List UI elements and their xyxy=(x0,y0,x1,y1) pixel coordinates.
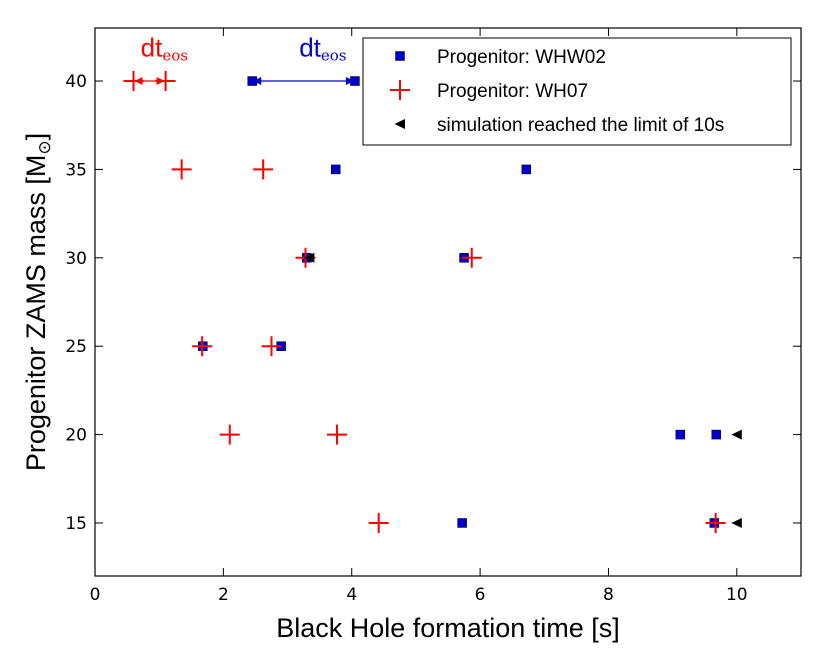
data-point-plus xyxy=(261,336,282,357)
data-point-plus xyxy=(705,512,726,533)
data-point-square xyxy=(330,164,341,175)
legend-entry-label: simulation reached the limit of 10s xyxy=(437,115,724,136)
legend-entry-label: Progenitor: WHW02 xyxy=(437,47,606,68)
dt-arrow-head-left xyxy=(134,77,143,86)
data-point-square xyxy=(521,164,532,175)
legend-marker-plus xyxy=(390,80,410,100)
x-tick-label: 4 xyxy=(346,585,357,605)
data-point-plus xyxy=(461,247,482,268)
dt-arrow-head-left xyxy=(253,77,262,86)
dt-arrow-head-right xyxy=(345,77,354,86)
dt-eos-label: dteos xyxy=(141,32,188,64)
y-tick-label: 40 xyxy=(65,72,87,92)
legend-marker-square xyxy=(395,51,405,61)
x-tick-label: 0 xyxy=(90,585,101,605)
x-axis-title: Black Hole formation time [s] xyxy=(276,613,620,643)
data-point-square xyxy=(711,429,722,440)
data-point-square xyxy=(675,429,686,440)
data-point-plus xyxy=(219,424,240,445)
data-point-plus xyxy=(192,336,213,357)
y-axis-title: Progenitor ZAMS mass [M⊙] xyxy=(21,133,54,471)
data-point-square xyxy=(457,518,467,528)
dt-eos-label: dteos xyxy=(299,32,346,64)
data-marks xyxy=(123,71,742,533)
x-tick-label: 8 xyxy=(603,585,614,605)
y-tick-label: 20 xyxy=(65,426,87,446)
y-tick-label: 25 xyxy=(65,337,87,357)
data-point-plus xyxy=(368,512,389,533)
legend-box xyxy=(362,37,792,146)
data-point-triangle-left xyxy=(731,517,742,528)
legend-marker-triangle-left xyxy=(394,119,405,129)
data-point-plus xyxy=(171,159,192,180)
data-point-triangle-left xyxy=(731,429,742,440)
data-point-plus xyxy=(326,424,347,445)
x-tick-label: 2 xyxy=(218,585,229,605)
legend-entry-label: Progenitor: WH07 xyxy=(437,81,588,102)
x-tick-label: 6 xyxy=(475,585,486,605)
data-point-triangle-left xyxy=(303,252,315,263)
dt-arrow-head-right xyxy=(156,77,165,86)
y-tick-label: 15 xyxy=(65,514,87,534)
y-tick-label: 35 xyxy=(65,160,87,180)
tick-labels: 0 2 4 6 8 10 15 20 25 30 35 40 xyxy=(65,72,747,605)
data-point-plus xyxy=(253,159,274,180)
x-tick-label: 10 xyxy=(726,585,748,605)
axis-ticks xyxy=(94,28,801,576)
dt-annotations: dteos dteos xyxy=(134,32,354,86)
plot-frame xyxy=(94,27,802,577)
y-tick-label: 30 xyxy=(65,249,87,269)
legend: Progenitor: WHW02 Progenitor: WH07 simulat… xyxy=(362,37,792,146)
